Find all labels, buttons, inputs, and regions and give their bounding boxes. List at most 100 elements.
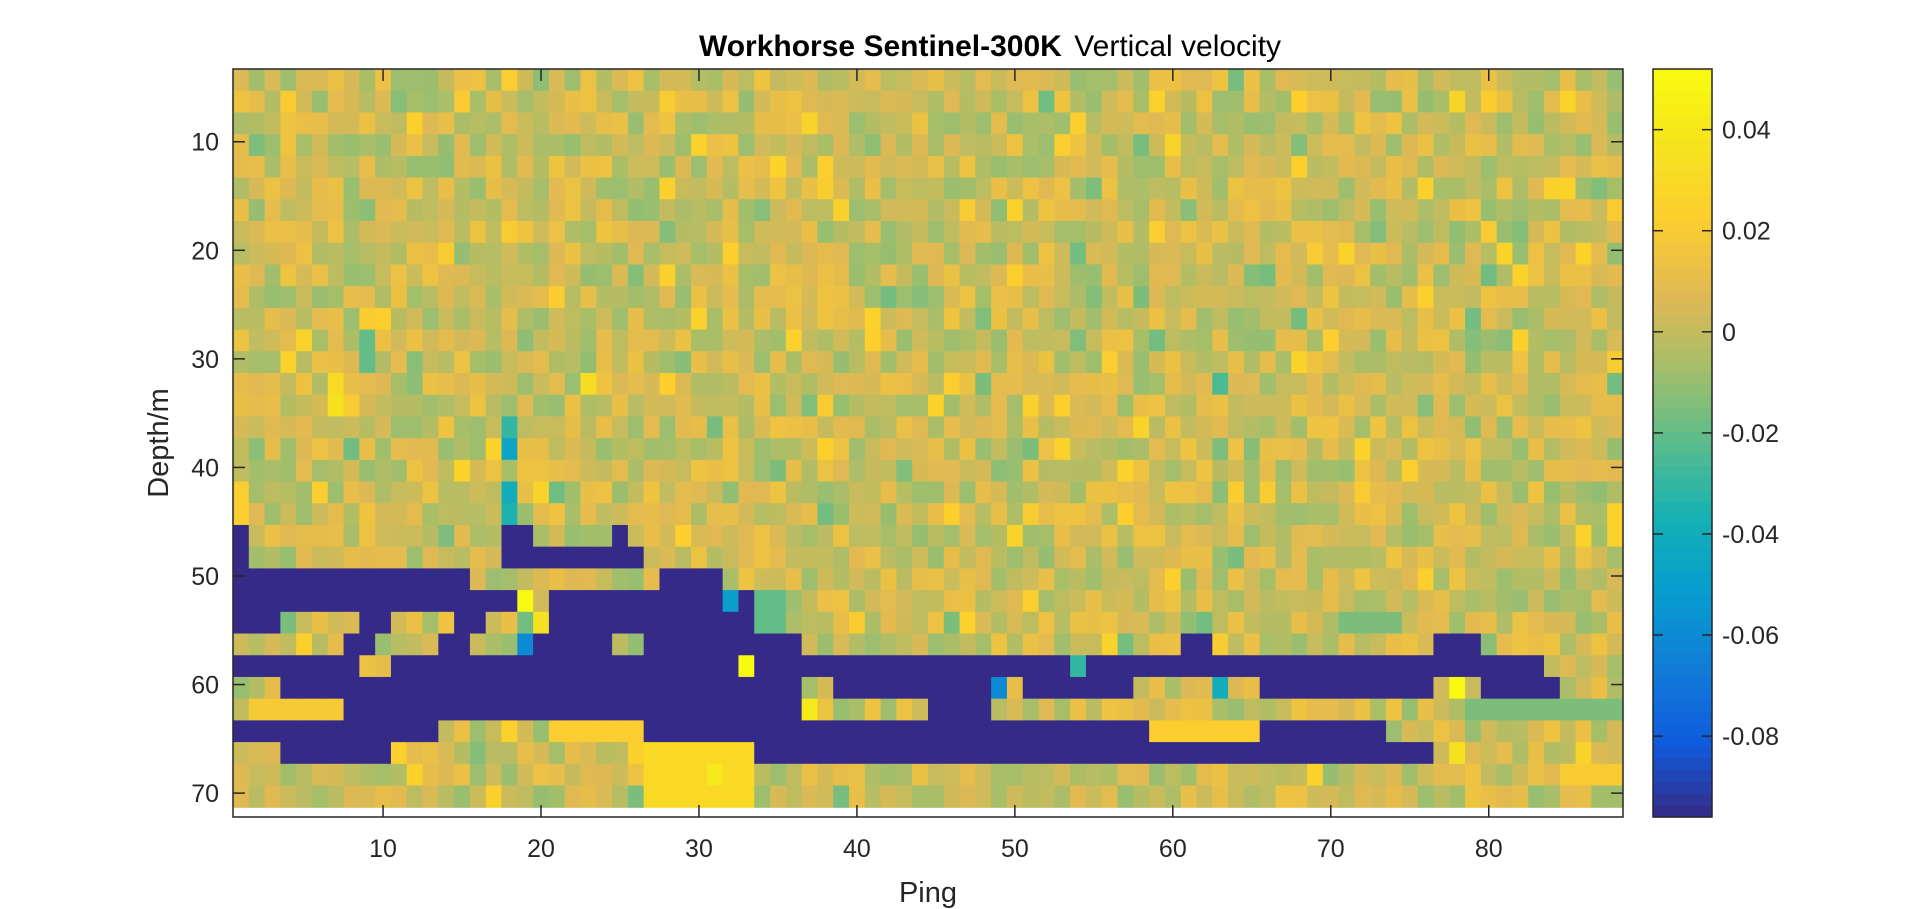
heatmap-cell: [928, 655, 945, 678]
heatmap-cell: [359, 742, 376, 765]
heatmap-cell: [264, 633, 281, 656]
heatmap-cell: [233, 611, 250, 635]
heatmap-cell: [706, 459, 724, 483]
heatmap-cell: [817, 112, 834, 135]
heatmap-cell: [1465, 438, 1482, 461]
heatmap-cell: [691, 546, 708, 569]
heatmap-cell: [706, 763, 724, 787]
heatmap-cell: [1022, 372, 1040, 396]
heatmap-cell: [1575, 763, 1593, 787]
heatmap-cell: [849, 242, 866, 266]
heatmap-cell: [1022, 286, 1040, 309]
heatmap-cell: [469, 264, 487, 287]
heatmap-cell: [296, 69, 313, 92]
heatmap-cell: [1054, 329, 1071, 352]
heatmap-cell: [280, 524, 297, 548]
heatmap-cell: [1212, 611, 1229, 635]
heatmap-cell: [627, 199, 645, 222]
heatmap-cell: [469, 503, 487, 526]
heatmap-cell: [975, 438, 992, 461]
heatmap-cell: [296, 655, 313, 678]
heatmap-cell: [849, 503, 866, 526]
heatmap-cell: [327, 90, 345, 114]
heatmap-cell: [422, 459, 439, 483]
heatmap-cell: [1401, 590, 1419, 613]
heatmap-cell: [406, 264, 424, 287]
heatmap-cell: [643, 611, 661, 635]
colorbar-swatch: [1653, 244, 1712, 257]
colorbar-swatch: [1653, 407, 1712, 421]
heatmap-cell: [1449, 698, 1466, 721]
heatmap-cell: [912, 590, 929, 613]
heatmap-cell: [1307, 307, 1324, 331]
heatmap-cell: [627, 329, 645, 352]
heatmap-cell: [1259, 155, 1277, 179]
heatmap-cell: [706, 351, 724, 374]
heatmap-cell: [912, 742, 929, 765]
heatmap-cell: [1386, 372, 1403, 396]
heatmap-cell: [1322, 568, 1340, 591]
heatmap-cell: [580, 329, 597, 352]
heatmap-cell: [864, 69, 882, 92]
heatmap-cell: [533, 220, 550, 244]
heatmap-cell: [943, 286, 961, 309]
heatmap-cell: [233, 416, 250, 439]
heatmap-cell: [770, 503, 787, 526]
colorbar-swatch: [1653, 349, 1712, 362]
heatmap-cell: [311, 459, 329, 483]
heatmap-cell: [785, 568, 803, 591]
heatmap-cell: [1401, 416, 1419, 439]
heatmap-cell: [438, 177, 455, 200]
heatmap-cell: [1259, 459, 1277, 483]
heatmap-cell: [1322, 611, 1340, 635]
heatmap-cell: [817, 698, 834, 721]
heatmap-cell: [1117, 481, 1134, 504]
heatmap-cell: [1038, 372, 1055, 396]
heatmap-cell: [375, 633, 392, 656]
heatmap-cell: [1259, 785, 1277, 808]
heatmap-cell: [296, 220, 313, 244]
heatmap-cell: [1322, 307, 1340, 331]
heatmap-cell: [643, 329, 661, 352]
heatmap-cell: [817, 742, 834, 765]
colorbar-tick-label: 0.02: [1722, 218, 1771, 246]
heatmap-cell: [1512, 785, 1529, 808]
heatmap-cell: [264, 242, 281, 266]
heatmap-cell: [1465, 720, 1482, 743]
heatmap-cell: [1496, 676, 1514, 700]
heatmap-cell: [849, 633, 866, 656]
heatmap-cell: [596, 503, 613, 526]
heatmap-cell: [264, 742, 281, 765]
heatmap-cell: [1101, 372, 1119, 396]
heatmap-cell: [359, 633, 376, 656]
heatmap-cell: [375, 459, 392, 483]
heatmap-cell: [833, 155, 850, 179]
heatmap-cell: [1070, 307, 1087, 331]
heatmap-cell: [1022, 546, 1040, 569]
heatmap-cell: [390, 199, 408, 222]
heatmap-cell: [833, 546, 850, 569]
heatmap-cell: [1196, 112, 1213, 135]
heatmap-cell: [485, 155, 503, 179]
heatmap-cell: [943, 438, 961, 461]
heatmap-cell: [1085, 264, 1103, 287]
heatmap-cell: [1038, 155, 1055, 179]
heatmap-cell: [1212, 524, 1229, 548]
heatmap-cell: [1544, 742, 1561, 765]
heatmap-cell: [1559, 503, 1577, 526]
heatmap-cell: [1322, 134, 1340, 157]
heatmap-cell: [485, 112, 503, 135]
heatmap-cell: [1212, 503, 1229, 526]
heatmap-cell: [1196, 199, 1213, 222]
heatmap-cell: [1085, 524, 1103, 548]
heatmap-cell: [1480, 220, 1498, 244]
heatmap-cell: [564, 351, 582, 374]
heatmap-cell: [1070, 351, 1087, 374]
heatmap-cell: [469, 546, 487, 569]
heatmap-cell: [706, 90, 724, 114]
heatmap-cell: [1417, 307, 1435, 331]
heatmap-cell: [1591, 459, 1608, 483]
heatmap-cell: [659, 611, 676, 635]
heatmap-cell: [1117, 199, 1134, 222]
heatmap-cell: [691, 503, 708, 526]
